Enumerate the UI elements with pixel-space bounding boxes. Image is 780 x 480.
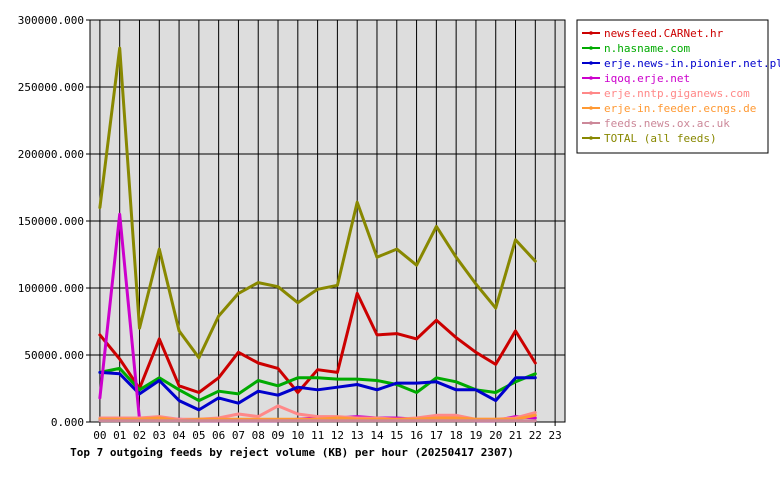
series-lines [98,46,537,423]
y-tick-label: 150000.000 [18,215,84,228]
x-tick-label: 06 [212,429,225,442]
y-tick-label: 100000.000 [18,282,84,295]
legend-marker [589,46,593,50]
legend-marker [589,121,593,125]
chart-title: Top 7 outgoing feeds by reject volume (K… [70,446,514,459]
x-tick-label: 02 [133,429,146,442]
x-tick-label: 17 [430,429,443,442]
x-tick-label: 00 [93,429,106,442]
x-tick-label: 10 [291,429,304,442]
legend-label: feeds.news.ox.ac.uk [604,117,730,130]
legend-label: erje.nntp.giganews.com [604,87,750,100]
legend-marker [589,31,593,35]
legend-marker [589,136,593,140]
y-axis: 0.000 50000.000 100000.000 150000.000 200000… [18,14,90,429]
x-tick-label: 13 [351,429,364,442]
x-tick-label: 14 [370,429,384,442]
y-tick-label: 0.000 [51,416,84,429]
legend-label: newsfeed.CARNet.hr [604,27,724,40]
y-tick-label: 300000.000 [18,14,84,27]
legend-label: n.hasname.com [604,42,690,55]
legend-marker [589,106,593,110]
x-tick-label: 22 [529,429,542,442]
legend-label: TOTAL (all feeds) [604,132,717,145]
x-tick-label: 04 [172,429,186,442]
x-tick-label: 07 [232,429,245,442]
y-tick-label: 250000.000 [18,81,84,94]
x-axis: 00 01 02 03 04 05 06 07 08 09 10 11 12 13 14 15 16 17 18 19… [93,422,562,442]
x-tick-label: 03 [153,429,166,442]
x-tick-label: 09 [271,429,284,442]
series-line-n-hasname-com [98,366,537,403]
x-tick-label: 11 [311,429,324,442]
series-line-erje-news-in-pionier-net-pl [98,370,537,412]
legend-label: erje-in.feeder.ecngs.de [604,102,756,115]
series-line-newsfeed-carnet-hr [98,291,537,394]
x-tick-label: 20 [489,429,502,442]
series-line-total-all-feeds [98,46,537,360]
legend-marker [589,76,593,80]
y-tick-label: 50000.000 [24,349,84,362]
x-tick-label: 18 [450,429,463,442]
legend-box [576,19,769,154]
x-tick-label: 08 [252,429,265,442]
x-tick-label: 05 [192,429,205,442]
x-tick-label: 19 [469,429,482,442]
legend-label: iqoq.erje.net [604,72,690,85]
x-tick-label: 12 [331,429,344,442]
x-tick-label: 21 [509,429,522,442]
y-tick-label: 200000.000 [18,148,84,161]
legend-label: erje.news-in.pionier.net.pl [604,57,780,70]
legend: newsfeed.CARNet.hr n.hasname.com erje.news… [576,19,780,154]
x-tick-label: 23 [548,429,561,442]
legend-marker [589,61,593,65]
x-tick-label: 15 [390,429,403,442]
grid [90,20,565,422]
x-tick-label: 01 [113,429,126,442]
legend-marker [589,91,593,95]
x-tick-label: 16 [410,429,423,442]
